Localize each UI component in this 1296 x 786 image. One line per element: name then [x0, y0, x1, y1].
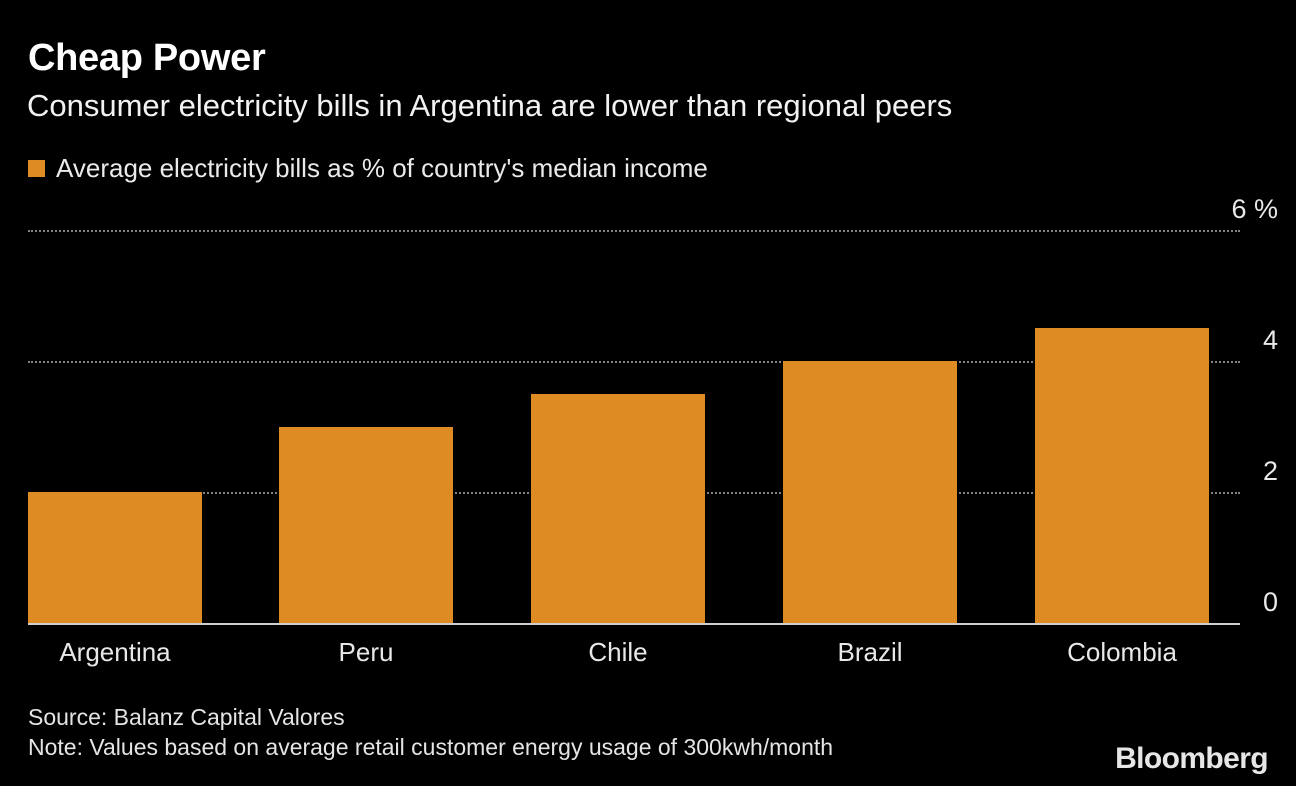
chart-legend: Average electricity bills as % of countr… [28, 152, 708, 184]
gridline [28, 361, 1240, 363]
chart-subtitle: Consumer electricity bills in Argentina … [27, 88, 953, 123]
legend-item-label: Average electricity bills as % of countr… [56, 153, 708, 183]
chart-title: Cheap Power [28, 37, 266, 79]
x-axis-tick-label-colombia: Colombia [1067, 637, 1177, 667]
x-axis-line [28, 623, 1240, 625]
x-axis-tick-label-chile: Chile [588, 637, 648, 667]
x-axis-tick-label-brazil: Brazil [837, 637, 903, 667]
gridline [28, 230, 1240, 232]
bar-argentina[interactable] [28, 492, 202, 623]
source-text: Source: Balanz Capital Valores [28, 704, 345, 730]
y-axis-tick-label: 6 % [1231, 194, 1278, 224]
y-axis-tick-label: 4 [1262, 325, 1278, 355]
x-axis-tick-label-peru: Peru [338, 637, 394, 667]
x-axis-tick-label-argentina: Argentina [59, 637, 171, 667]
y-axis-tick-label: 2 [1262, 456, 1278, 486]
bar-colombia[interactable] [1035, 328, 1209, 623]
bar-chile[interactable] [531, 393, 705, 623]
bloomberg-logo: Bloomberg [1115, 742, 1269, 775]
orange-square-icon [28, 159, 45, 177]
bar-brazil[interactable] [783, 361, 957, 623]
chart-footnotes: Source: Balanz Capital Valores Note: Val… [28, 702, 833, 762]
bar-peru[interactable] [279, 426, 453, 623]
y-axis-tick-label: 0 [1262, 587, 1278, 617]
note-text: Note: Values based on average retail cus… [28, 734, 834, 760]
